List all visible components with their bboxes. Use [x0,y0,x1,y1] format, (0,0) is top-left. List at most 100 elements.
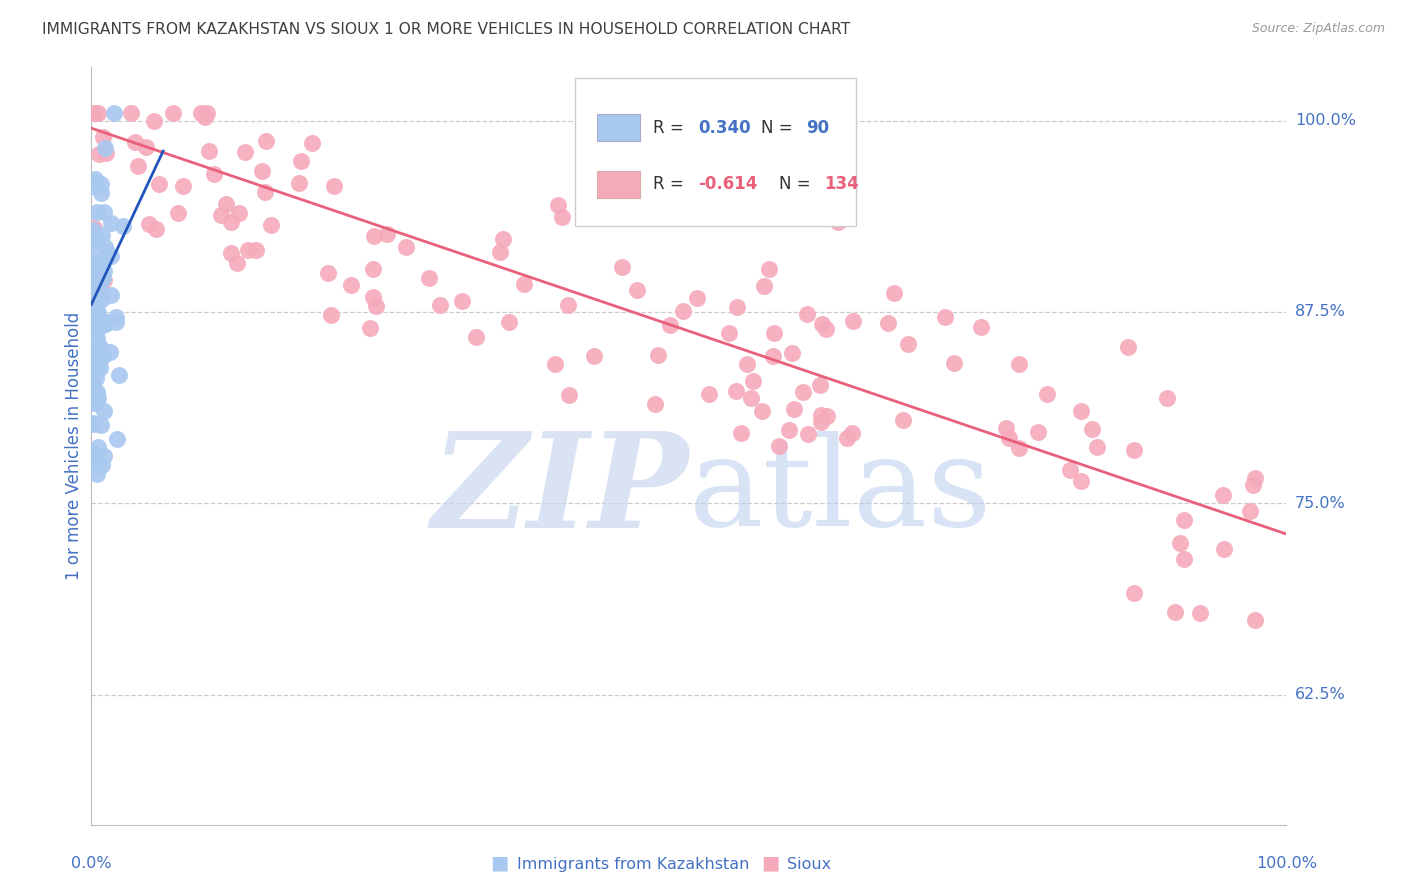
Text: N =: N = [779,176,815,194]
Point [1008,441,1031,455]
Point [83,257,105,271]
Point [198,144,221,158]
Point [735,357,758,371]
Point [93,205,115,219]
Point [86,440,108,454]
Point [395,240,418,254]
Point [797,426,820,441]
Point [1059,463,1081,477]
Point [91,293,114,307]
Point [323,179,346,194]
Text: Immigrants from Kazakhstan: Immigrants from Kazakhstan [517,857,749,872]
Point [107,433,129,447]
Point [877,316,900,330]
Text: 0.0%: 0.0% [72,855,111,871]
Point [89,340,111,354]
Point [547,198,569,212]
Point [557,387,579,401]
Point [730,426,752,441]
Point [84,390,107,404]
Point [100,216,122,230]
Point [91,271,114,285]
Point [84,175,107,189]
Point [86,276,108,290]
Point [245,243,267,257]
Point [86,302,108,317]
Point [792,385,814,400]
Point [82,178,104,193]
Text: 90: 90 [806,119,830,136]
Point [91,349,114,363]
Point [363,262,385,277]
Point [105,310,128,324]
Point [375,227,398,241]
Point [1081,422,1104,436]
Point [429,297,451,311]
Text: 100.0%: 100.0% [1295,113,1355,128]
Point [86,371,108,385]
Point [841,425,863,440]
Point [82,342,104,356]
Point [82,283,104,297]
Point [751,403,773,417]
Point [90,458,112,473]
Point [93,140,115,154]
Point [86,306,108,320]
Point [1212,488,1234,502]
Point [167,206,190,220]
Point [780,346,803,360]
Point [209,208,232,222]
Point [724,384,747,398]
Point [83,305,105,319]
Point [84,172,107,186]
Point [84,343,107,358]
Point [725,300,748,314]
Point [891,413,914,427]
Point [808,378,831,392]
Point [112,219,135,234]
Point [120,106,142,120]
Point [827,215,849,229]
Point [883,286,905,301]
Point [783,401,806,416]
Point [288,176,311,190]
Point [83,451,105,466]
Point [84,230,107,244]
Point [219,215,242,229]
Point [1212,542,1234,557]
Point [86,353,108,368]
Point [498,315,520,329]
Point [550,210,572,224]
Point [810,415,832,429]
Point [768,439,790,453]
Point [82,447,104,461]
Point [810,408,832,422]
Point [148,177,170,191]
Point [318,266,340,280]
Point [697,386,720,401]
Point [647,348,669,362]
Point [83,279,105,293]
Point [1241,477,1264,491]
Point [1244,613,1267,627]
Point [93,264,115,278]
Point [90,274,112,288]
Point [1070,474,1092,488]
Point [1188,606,1211,620]
Point [84,261,107,276]
Point [934,310,956,324]
Point [82,252,104,266]
Point [82,233,104,247]
Point [1026,425,1049,440]
Point [82,375,104,389]
Point [100,249,122,263]
Point [89,360,111,375]
Point [98,344,121,359]
Point [214,196,236,211]
Text: 0.340: 0.340 [699,119,751,136]
Point [86,321,108,335]
Point [82,416,104,430]
Point [143,113,166,128]
Point [1036,386,1059,401]
Point [82,308,104,322]
